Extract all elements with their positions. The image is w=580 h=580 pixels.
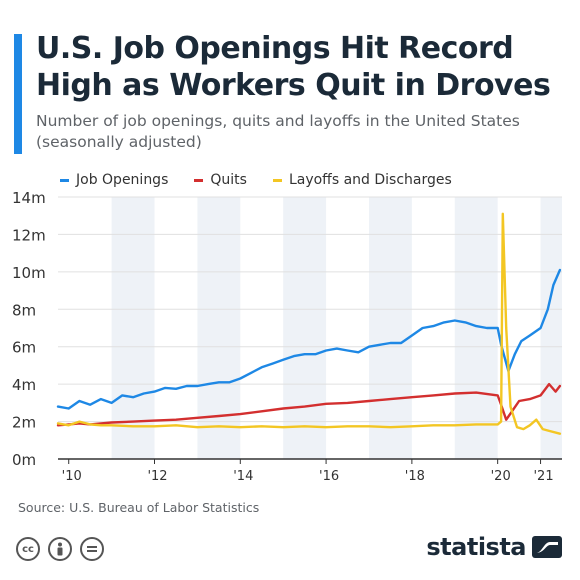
brand-name: statista <box>426 533 526 561</box>
x-tick-label: '18 <box>405 469 425 480</box>
y-tick-label: 0m <box>12 451 36 469</box>
y-tick-label: 10m <box>12 264 46 282</box>
source-note: Source: U.S. Bureau of Labor Statistics <box>18 500 260 515</box>
year-band <box>283 197 327 459</box>
series-line-quits <box>56 382 562 427</box>
line-chart: 0m 2m 4m 6m 8m 10m 12m 14m '10 '12 '14 '16 '18 '20 '21 <box>12 190 562 480</box>
attribution-icon <box>48 537 72 561</box>
license-icons: cc <box>16 537 112 561</box>
legend-item-layoffs: Layoffs and Discharges <box>272 172 452 188</box>
x-tick-label: '10 <box>62 469 82 480</box>
x-tick-label: '14 <box>233 469 253 480</box>
year-band <box>368 197 412 459</box>
legend-swatch-layoffs <box>272 178 282 182</box>
legend-item-job-openings: Job Openings <box>60 172 168 188</box>
y-tick-label: 12m <box>12 226 46 244</box>
year-band <box>197 197 241 459</box>
cc-icon: cc <box>16 537 40 561</box>
title-accent-bar <box>14 34 22 154</box>
legend-label-quits: Quits <box>210 172 247 188</box>
chart-legend: Job Openings Quits Layoffs and Discharge… <box>60 170 478 190</box>
y-tick-label: 8m <box>12 301 36 319</box>
chart-title: U.S. Job Openings Hit Record High as Wor… <box>36 31 551 103</box>
y-tick-label: 4m <box>12 376 36 394</box>
series-line-layoffs-and-discharges <box>56 212 562 435</box>
x-tick-label: '20 <box>491 469 511 480</box>
no-derivatives-icon <box>80 537 104 561</box>
year-band <box>540 197 562 459</box>
statista-logo-icon <box>532 536 562 558</box>
legend-swatch-quits <box>194 178 204 182</box>
statista-brand: statista <box>426 533 562 561</box>
series-line-job-openings <box>56 268 562 410</box>
y-tick-label: 6m <box>12 339 36 357</box>
year-band <box>111 197 155 459</box>
chart-subtitle: Number of job openings, quits and layoff… <box>36 112 520 151</box>
x-tick-label: '12 <box>147 469 167 480</box>
y-tick-label: 2m <box>12 414 36 432</box>
y-tick-label: 14m <box>12 190 46 207</box>
legend-label-layoffs: Layoffs and Discharges <box>288 172 452 188</box>
legend-swatch-job-openings <box>60 178 69 182</box>
legend-label-job-openings: Job Openings <box>76 172 169 188</box>
x-tick-label: '16 <box>319 469 339 480</box>
legend-item-quits: Quits <box>194 172 247 188</box>
x-tick-label: '21 <box>533 469 553 480</box>
